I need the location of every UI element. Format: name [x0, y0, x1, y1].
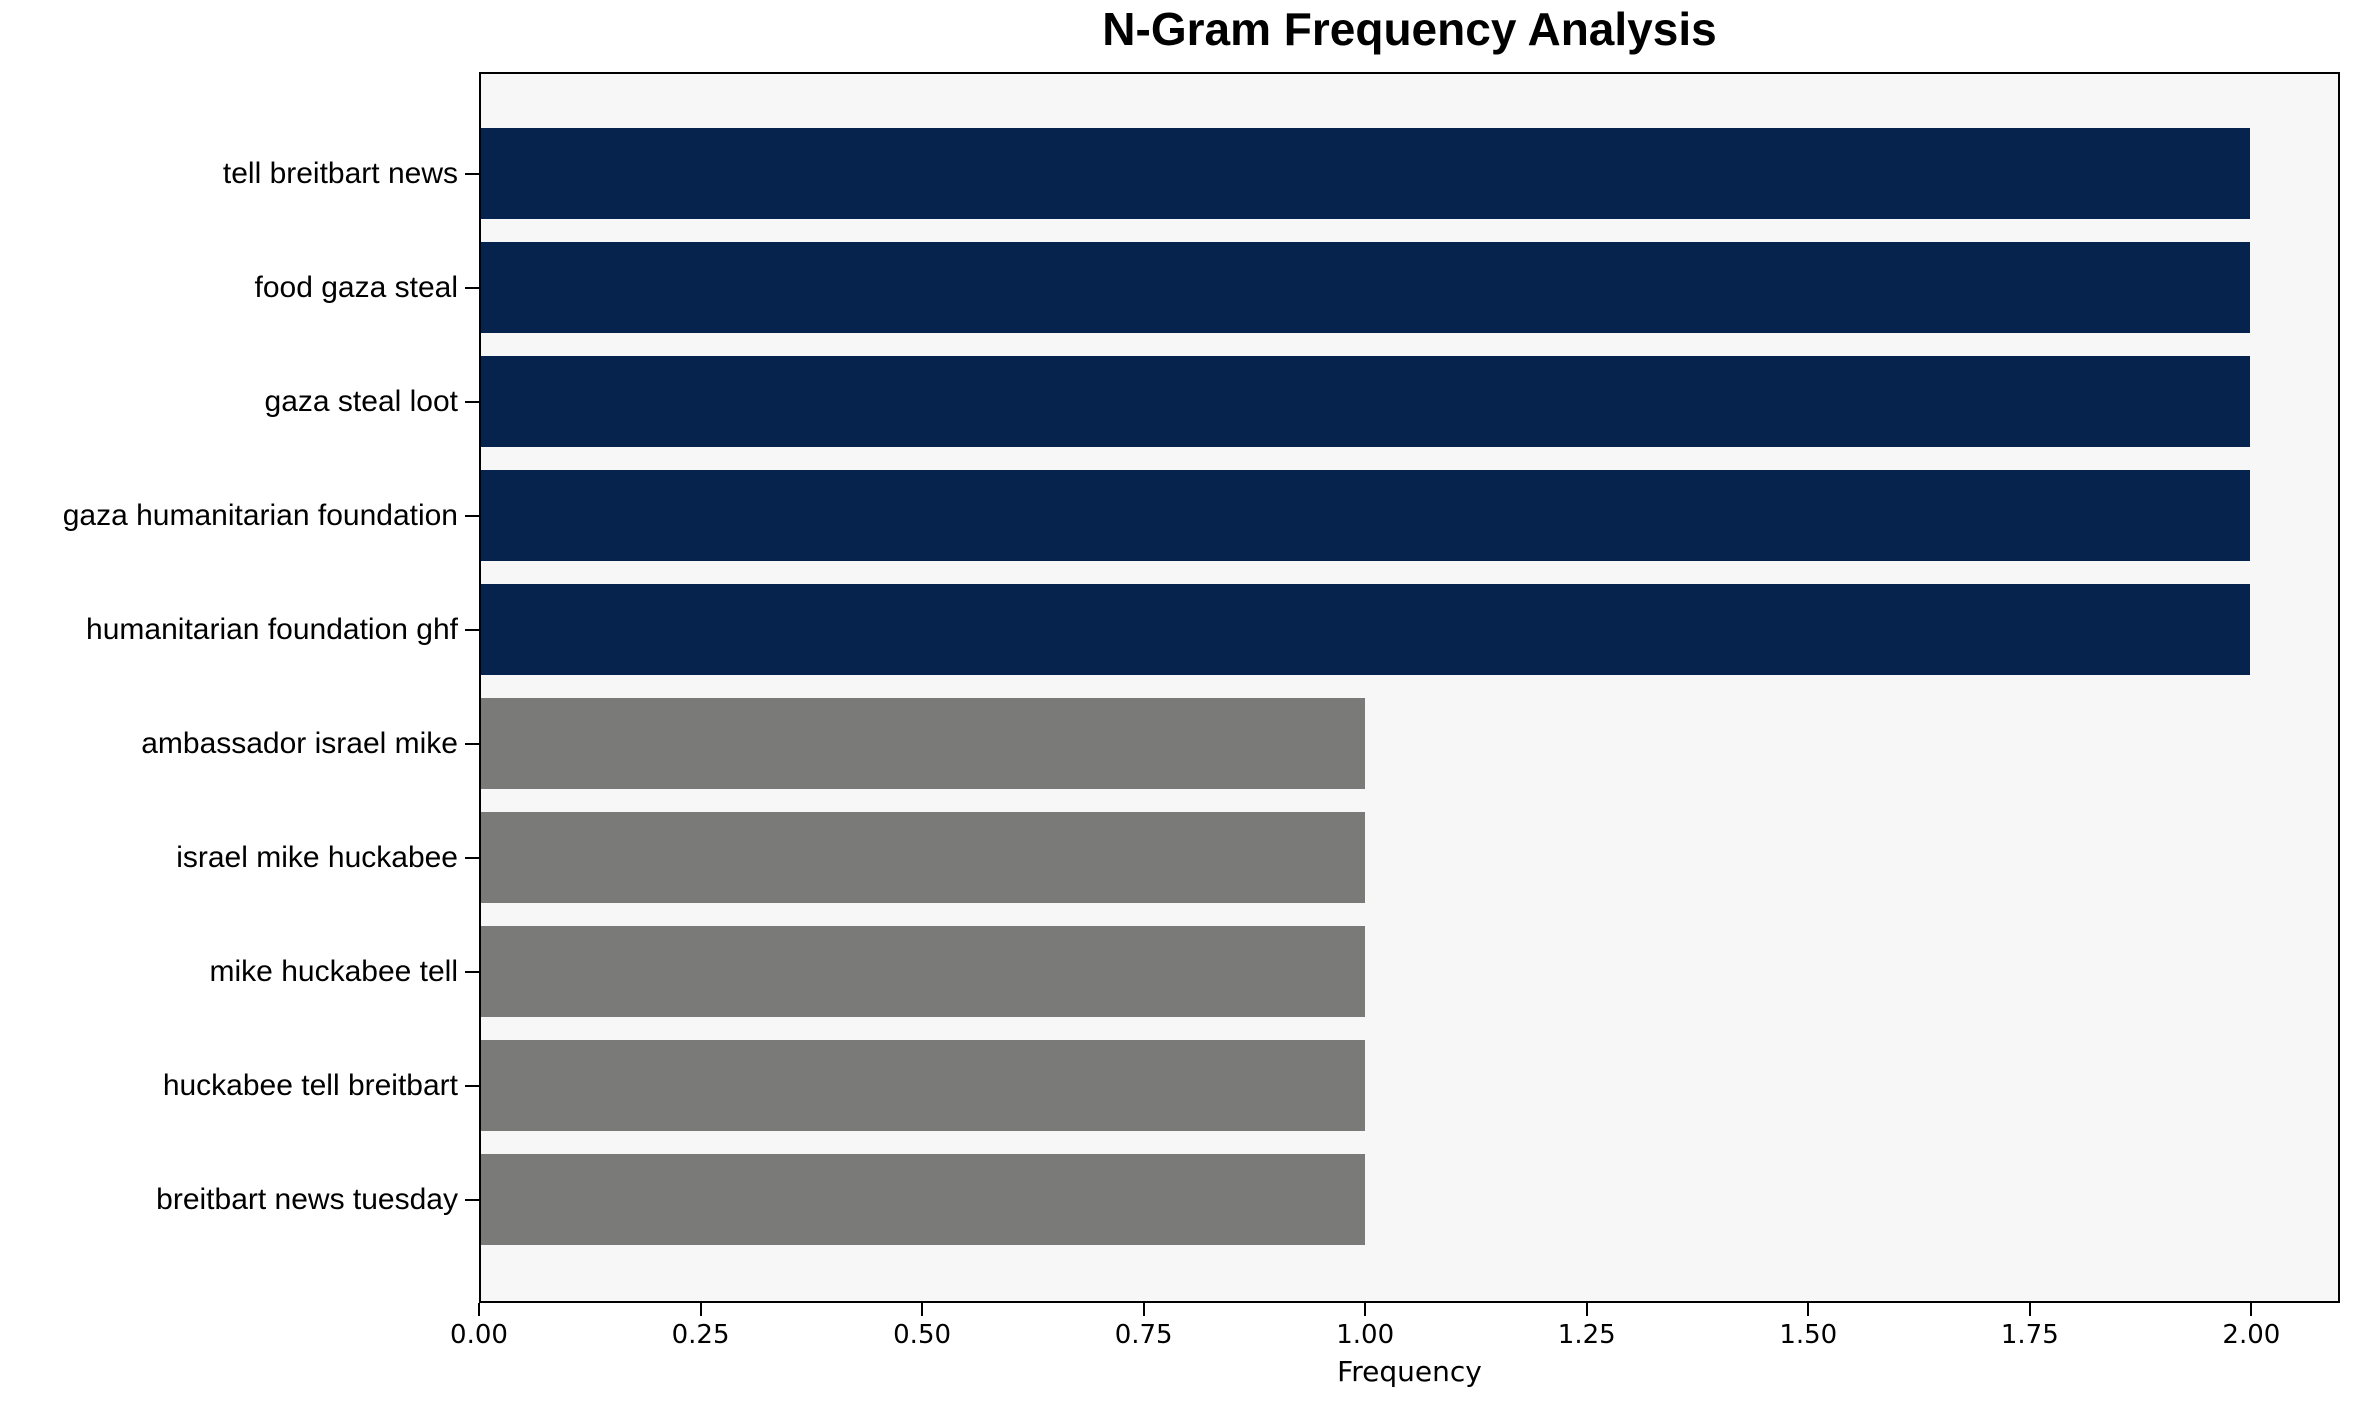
bar-food-gaza-steal [481, 242, 2250, 333]
y-tick [465, 172, 479, 175]
y-tick [465, 400, 479, 403]
x-tick-label: 2.00 [2222, 1320, 2281, 1350]
bar-ambassador-israel-mike [481, 698, 1365, 789]
plot-area [479, 72, 2340, 1303]
bar-huckabee-tell-breitbart [481, 1040, 1365, 1131]
bar-humanitarian-foundation-ghf [481, 584, 2250, 675]
y-tick [465, 1084, 479, 1087]
bar-israel-mike-huckabee [481, 812, 1365, 903]
x-tick-label: 0.50 [893, 1320, 952, 1350]
x-tick-label: 1.75 [2000, 1320, 2059, 1350]
y-tick-label: mike huckabee tell [209, 954, 458, 988]
x-tick [1585, 1303, 1588, 1316]
x-tick [1807, 1303, 1810, 1316]
y-tick [465, 856, 479, 859]
chart-title: N-Gram Frequency Analysis [1102, 3, 1717, 55]
bar-breitbart-news-tuesday [481, 1154, 1365, 1245]
y-tick-label: tell breitbart news [222, 156, 458, 190]
y-tick-label: israel mike huckabee [176, 840, 458, 874]
y-tick-label: gaza humanitarian foundation [62, 498, 458, 532]
x-tick [699, 1303, 702, 1316]
y-tick [465, 514, 479, 517]
x-tick [2028, 1303, 2031, 1316]
y-tick [465, 286, 479, 289]
y-tick-label: huckabee tell breitbart [162, 1068, 458, 1102]
bar-tell-breitbart-news [481, 128, 2250, 219]
y-tick [465, 628, 479, 631]
x-tick-label: 0.00 [450, 1320, 508, 1350]
y-tick-label: food gaza steal [254, 270, 458, 304]
x-tick [1364, 1303, 1367, 1316]
y-tick-label: humanitarian foundation ghf [86, 612, 458, 646]
x-tick-label: 1.50 [1779, 1320, 1838, 1350]
y-tick [465, 742, 479, 745]
y-tick-label: gaza steal loot [264, 384, 458, 418]
y-tick-label: breitbart news tuesday [156, 1182, 458, 1216]
x-tick [921, 1303, 924, 1316]
y-tick [465, 1198, 479, 1201]
x-axis-label: Frequency [1337, 1355, 1482, 1388]
x-tick-label: 0.75 [1114, 1320, 1173, 1350]
x-tick-label: 1.00 [1336, 1320, 1395, 1350]
bar-gaza-humanitarian-foundation [481, 470, 2250, 561]
x-tick [478, 1303, 480, 1316]
y-tick-label: ambassador israel mike [141, 726, 458, 760]
y-tick [465, 970, 479, 973]
x-tick [2250, 1303, 2253, 1316]
x-tick-label: 0.25 [671, 1320, 730, 1350]
x-tick-label: 1.25 [1557, 1320, 1616, 1350]
x-tick [1142, 1303, 1145, 1316]
bar-gaza-steal-loot [481, 356, 2250, 447]
bar-mike-huckabee-tell [481, 926, 1365, 1017]
